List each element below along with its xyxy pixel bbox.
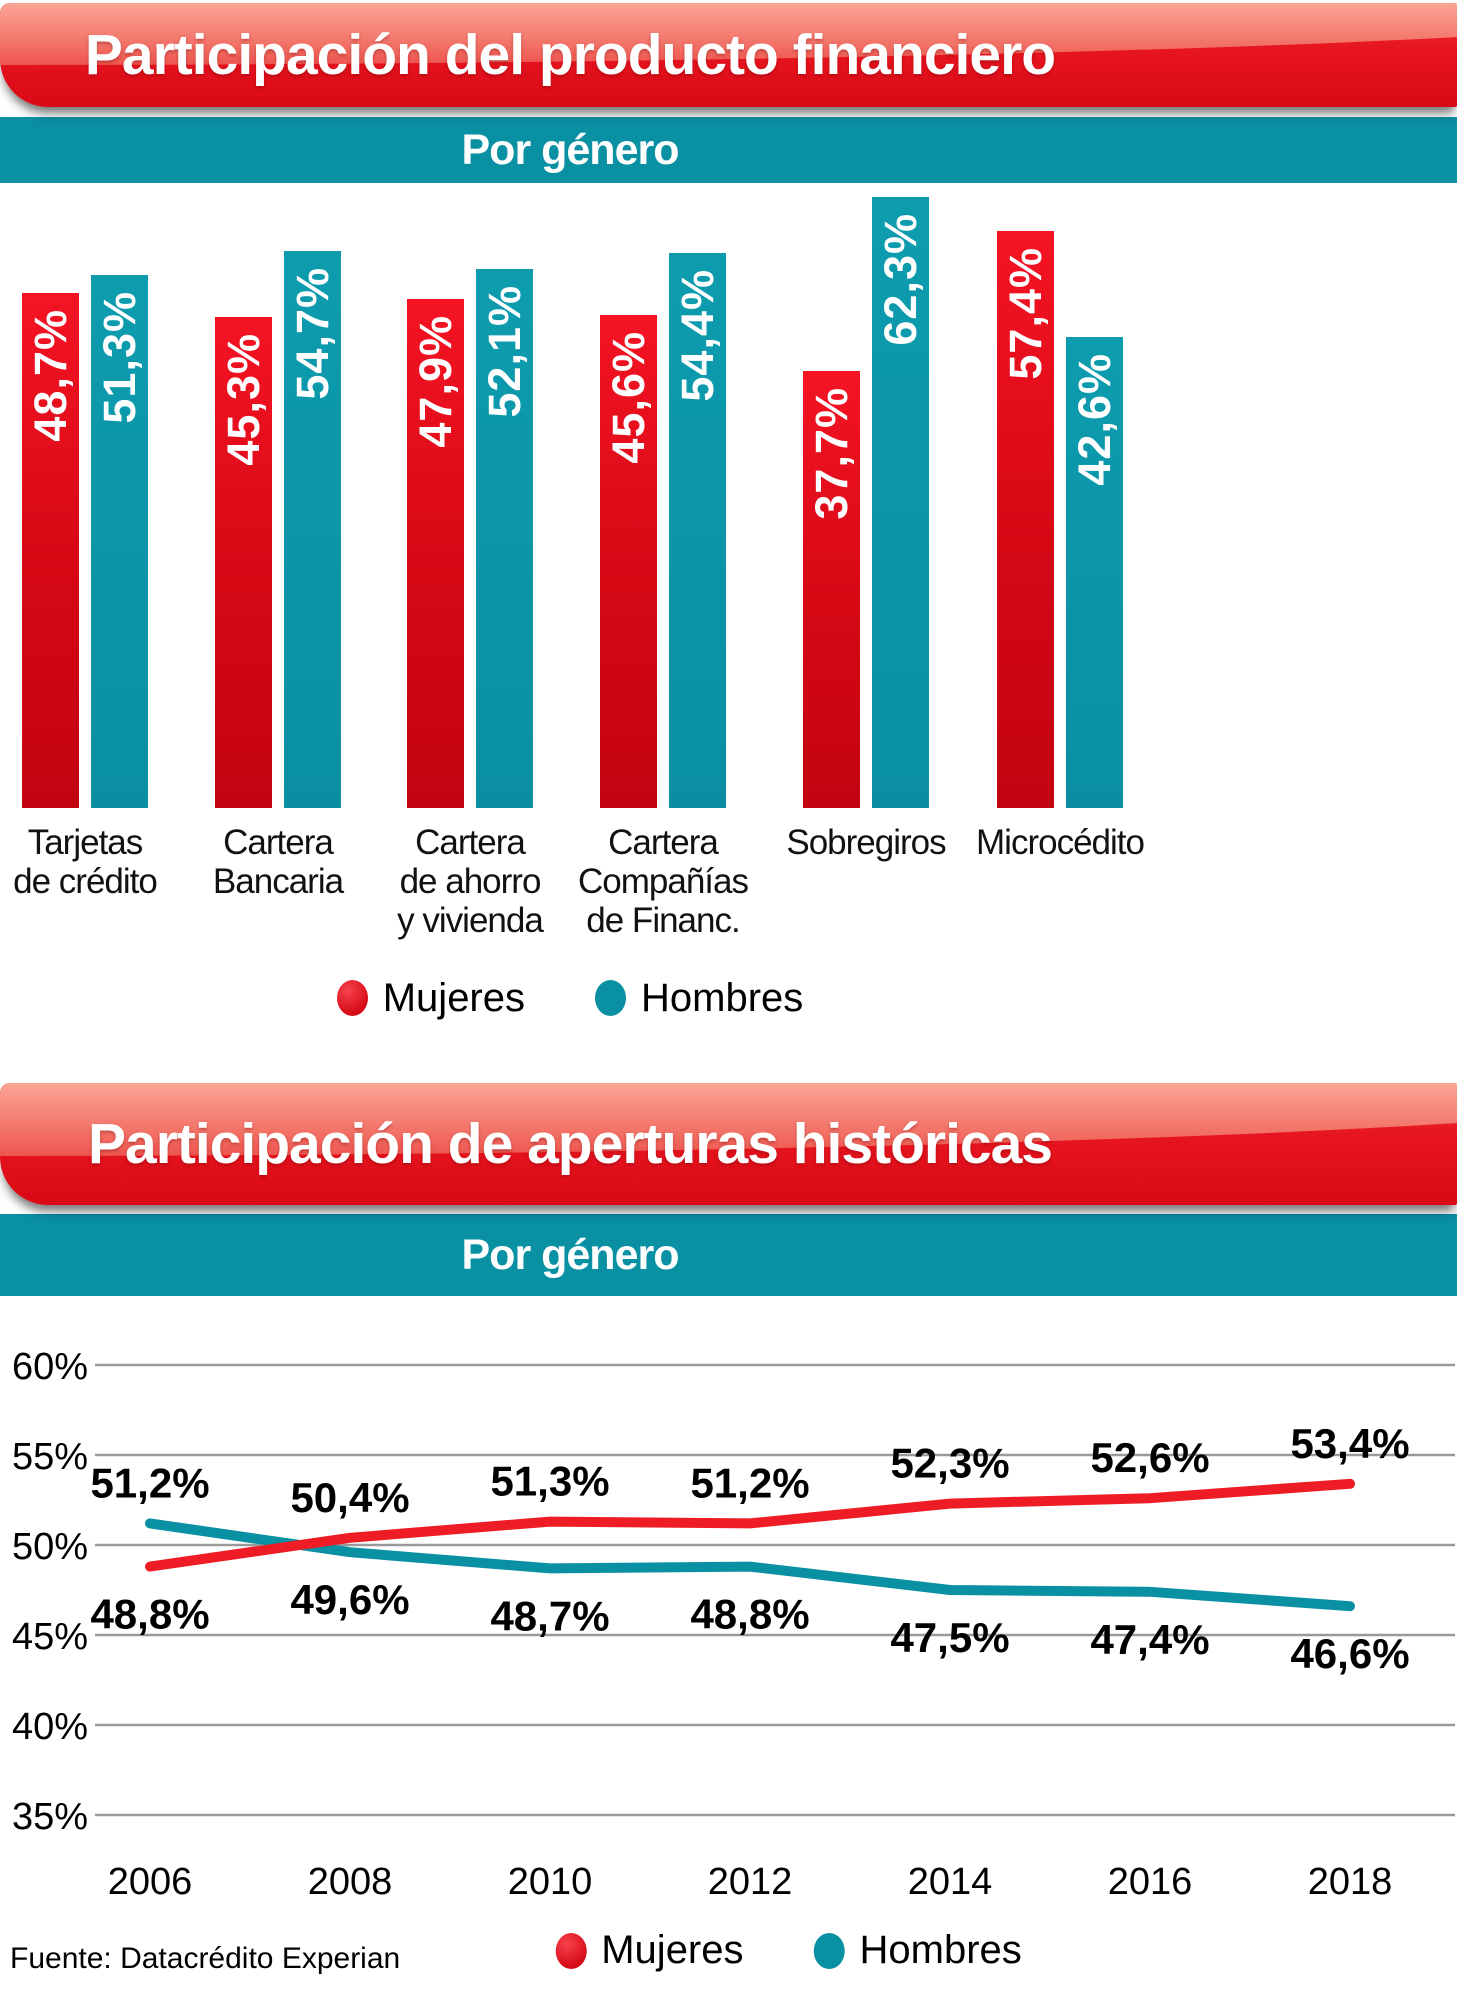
x-axis-year-label: 2012 (708, 1861, 793, 1903)
mujeres-dot-icon (336, 980, 368, 1016)
source-note: Fuente: Datacrédito Experian (10, 1942, 401, 1975)
legend-line-chart: Mujeres Hombres (555, 1928, 1022, 1973)
data-label-mujeres: 51,3% (490, 1458, 609, 1505)
legend-bar-chart: Mujeres Hombres (0, 958, 1140, 1038)
data-label-hombres: 48,8% (690, 1591, 809, 1638)
line-chart-svg: 60% 55% 50% 45% 40% 35% 2006 2008 2010 2012 2014 20… (12, 1346, 1455, 1903)
legend-item-mujeres: Mujeres (555, 1928, 744, 1973)
bar-group: 45,3% 54,7% (215, 251, 341, 808)
bar-chart: 48,7% 51,3% 45,3% 54,7% 47,9% 52,1% 45,6% 54,4%… (0, 193, 1457, 808)
bar-hombres: 51,3% (91, 275, 148, 808)
subtitle-por-genero-2: Por género (461, 1230, 680, 1279)
bar-value-label: 51,3% (93, 291, 145, 424)
subtitle-por-genero-1: Por género (461, 125, 680, 174)
bar-value-label: 48,7% (24, 309, 76, 442)
category-label: Sobregiros (786, 823, 946, 862)
data-label-mujeres: 50,4% (290, 1474, 409, 1521)
legend-item-hombres: Hombres (813, 1928, 1022, 1973)
data-label-mujeres: 48,8% (90, 1591, 209, 1638)
bar-value-label: 54,7% (286, 267, 338, 400)
bar-value-label: 37,7% (805, 387, 857, 520)
bar-value-label: 45,6% (602, 331, 654, 464)
subtitle-band-2: Por género (0, 1214, 1457, 1296)
legend-label-hombres: Hombres (641, 975, 804, 1020)
x-axis-year-label: 2006 (108, 1861, 193, 1903)
data-label-hombres: 48,7% (490, 1592, 609, 1639)
bar-value-label: 47,9% (409, 315, 461, 448)
legend-label-hombres: Hombres (859, 1928, 1022, 1972)
data-label-hombres: 46,6% (1290, 1630, 1409, 1677)
legend-item-hombres: Hombres (595, 976, 803, 1021)
bar-hombres: 52,1% (476, 269, 533, 808)
bar-value-label: 54,4% (671, 269, 723, 402)
data-label-hombres: 47,5% (890, 1614, 1009, 1661)
legend-item-mujeres: Mujeres (336, 975, 525, 1021)
hombres-dot-icon (595, 980, 626, 1016)
bar-hombres: 54,7% (284, 251, 341, 808)
banner-aperturas-historicas: Participación de aperturas históricas (0, 1083, 1457, 1205)
x-axis-year-label: 2016 (1108, 1861, 1193, 1903)
category-label: Tarjetas de crédito (13, 823, 158, 902)
x-axis-year-label: 2014 (908, 1861, 993, 1903)
bar-hombres: 62,3% (872, 197, 929, 808)
line-series-mujeres (145, 1478, 1355, 1572)
bar-value-label: 57,4% (999, 247, 1051, 380)
y-axis-tick-label: 35% (12, 1796, 88, 1838)
legend-label-mujeres: Mujeres (382, 975, 525, 1020)
line-series-hombres (145, 1518, 1355, 1612)
category-label: Cartera Compañías de Financ. (578, 823, 749, 941)
category-label: Microcédito (976, 823, 1145, 862)
data-label-mujeres: 51,2% (690, 1459, 809, 1506)
data-label-mujeres: 52,3% (890, 1440, 1009, 1487)
mujeres-dot-icon (555, 1932, 587, 1969)
y-axis-tick-label: 60% (12, 1346, 88, 1388)
banner-producto-financiero: Participación del producto financiero (0, 3, 1457, 107)
bar-group: 57,4% 42,6% (997, 231, 1123, 808)
y-axis-tick-label: 50% (12, 1526, 88, 1568)
bar-chart-section: 48,7% 51,3% 45,3% 54,7% 47,9% 52,1% 45,6% 54,4%… (0, 193, 1457, 958)
y-axis-tick-label: 45% (12, 1616, 88, 1658)
y-axis-tick-label: 40% (12, 1706, 88, 1748)
bar-group: 37,7% 62,3% (803, 197, 929, 808)
data-label-mujeres: 52,6% (1090, 1434, 1209, 1481)
bar-value-label: 45,3% (217, 333, 269, 466)
bar-mujeres: 45,6% (600, 315, 657, 808)
bar-mujeres: 37,7% (803, 371, 860, 808)
bar-group: 45,6% 54,4% (600, 253, 726, 808)
bar-group: 47,9% 52,1% (407, 269, 533, 808)
x-axis-year-label: 2008 (308, 1861, 393, 1903)
y-axis-tick-label: 55% (12, 1436, 88, 1478)
page-title-2: Participación de aperturas históricas (87, 1112, 1053, 1176)
data-label-hombres: 49,6% (290, 1576, 409, 1623)
category-label: Cartera Bancaria (212, 823, 344, 902)
footer: Fuente: Datacrédito Experian Mujeres Hom… (0, 1926, 1457, 1988)
subtitle-band-1: Por género (0, 117, 1457, 183)
bar-value-label: 42,6% (1068, 353, 1120, 486)
category-label: Cartera de ahorro y vivienda (397, 823, 544, 941)
bar-value-label: 62,3% (874, 213, 926, 346)
bar-hombres: 54,4% (669, 253, 726, 808)
page-title: Participación del producto financiero (84, 23, 1056, 87)
bar-mujeres: 47,9% (407, 299, 464, 808)
bar-hombres: 42,6% (1066, 337, 1123, 808)
legend-label-mujeres: Mujeres (601, 1928, 744, 1972)
hombres-dot-icon (813, 1932, 845, 1969)
data-label-hombres: 51,2% (90, 1459, 209, 1506)
bar-mujeres: 48,7% (22, 293, 79, 808)
data-label-hombres: 47,4% (1090, 1616, 1209, 1663)
bar-value-label: 52,1% (478, 285, 530, 418)
data-label-mujeres: 53,4% (1290, 1420, 1409, 1467)
x-axis-year-label: 2010 (508, 1861, 593, 1903)
bar-group: 48,7% 51,3% (22, 275, 148, 808)
bar-mujeres: 45,3% (215, 317, 272, 808)
x-axis-year-label: 2018 (1308, 1861, 1393, 1903)
bar-mujeres: 57,4% (997, 231, 1054, 808)
